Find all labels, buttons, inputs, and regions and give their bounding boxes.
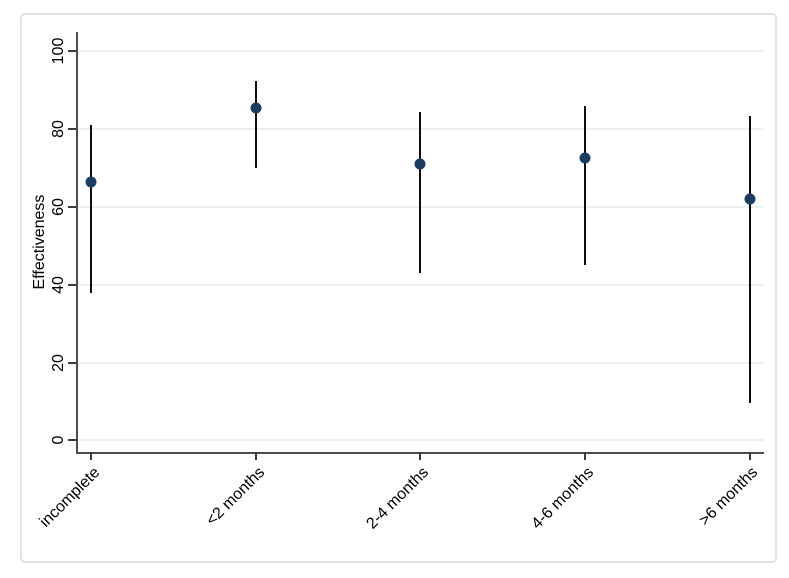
y-tick-label: 100: [50, 38, 67, 65]
y-tick: [68, 206, 76, 208]
x-tick: [90, 452, 93, 460]
figure-frame: Effectiveness 0 20 40 60 80 100 incomplete <2 …: [20, 13, 777, 563]
y-tick: [68, 283, 76, 286]
x-tick: [419, 452, 422, 460]
y-tick-label: 60: [50, 198, 67, 216]
x-tick: [748, 452, 751, 460]
confidence-interval-bar: [419, 111, 422, 274]
x-tick-label: <2 months: [202, 464, 268, 530]
point-marker: [579, 152, 591, 164]
y-tick-label: 0: [50, 435, 67, 445]
x-tick-label: >6 months: [696, 464, 762, 530]
point-marker: [744, 193, 756, 205]
confidence-interval-bar: [583, 105, 586, 266]
gridline: [78, 283, 764, 286]
confidence-interval-bar: [254, 80, 257, 169]
point-marker: [250, 102, 262, 114]
gridline: [78, 50, 764, 53]
x-tick-label: 2-4 months: [363, 464, 433, 533]
gridline: [78, 361, 764, 364]
y-tick: [68, 50, 76, 53]
y-tick: [68, 361, 76, 364]
x-tick-label: 4-6 months: [528, 464, 597, 533]
x-tick: [254, 452, 257, 460]
x-tick: [583, 452, 586, 460]
y-tick: [68, 439, 76, 442]
y-tick-label: 80: [50, 120, 67, 139]
x-tick-label: incomplete: [36, 464, 104, 531]
y-tick-label: 20: [50, 353, 67, 372]
y-axis-title: Effectiveness: [31, 194, 48, 290]
gridline: [78, 439, 764, 442]
y-tick-label: 40: [50, 275, 67, 294]
confidence-interval-bar: [90, 125, 93, 293]
confidence-interval-bar: [748, 115, 751, 404]
point-marker: [414, 158, 426, 170]
y-tick: [68, 128, 76, 131]
plot-area: Effectiveness 0 20 40 60 80 100 incomplete <2 …: [31, 32, 764, 533]
point-marker: [85, 176, 97, 188]
